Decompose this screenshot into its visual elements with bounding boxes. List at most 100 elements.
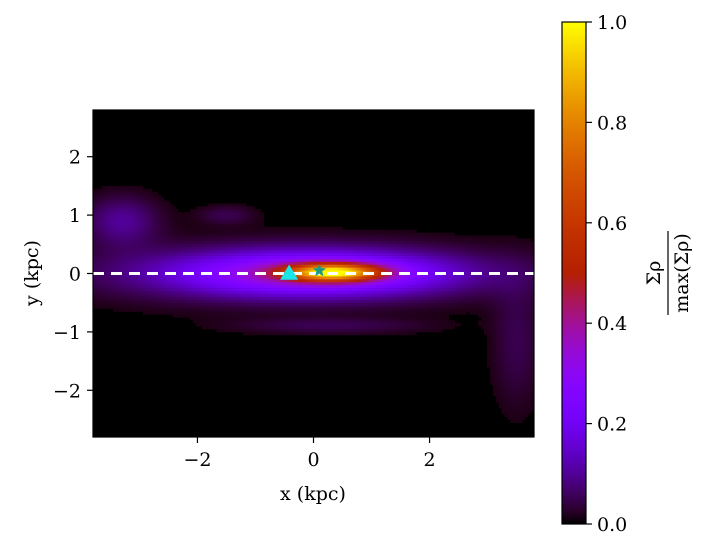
heatmap-cell: [154, 293, 159, 298]
heatmap-cell: [272, 267, 276, 271]
heatmap-cell: [445, 276, 450, 280]
heatmap-cell: [431, 285, 435, 289]
heatmap-cell: [360, 253, 364, 257]
heatmap-cell: [192, 279, 197, 283]
heatmap-cell: [360, 244, 364, 248]
heatmap-cell: [231, 264, 235, 269]
heatmap-cell: [98, 258, 103, 263]
heatmap-cell: [439, 273, 444, 277]
heatmap-cell: [101, 244, 106, 248]
heatmap-cell: [134, 232, 138, 236]
heatmap-cell: [187, 276, 191, 280]
heatmap-cell: [163, 218, 167, 222]
heatmap-cell: [187, 253, 191, 257]
heatmap-cell: [516, 273, 520, 277]
heatmap-cell: [478, 288, 482, 292]
heatmap-cell: [254, 293, 259, 298]
heatmap-cell: [204, 302, 209, 307]
heatmap-cell: [304, 241, 309, 245]
heatmap-cell: [372, 299, 376, 304]
heatmap-cell: [392, 302, 397, 307]
heatmap-cell: [245, 241, 250, 245]
heatmap-cell: [363, 255, 367, 260]
heatmap-cell: [151, 235, 156, 239]
heatmap-cell: [93, 188, 97, 193]
heatmap-cell: [201, 314, 206, 318]
heatmap-cell: [501, 258, 505, 263]
heatmap-cell: [436, 288, 441, 292]
heatmap-cell: [140, 247, 144, 251]
heatmap-cell: [134, 206, 138, 210]
heatmap-cell: [401, 311, 406, 315]
heatmap-cell: [131, 191, 135, 196]
heatmap-cell: [257, 258, 261, 263]
heatmap-cell: [263, 247, 267, 251]
heatmap-cell: [237, 255, 241, 260]
heatmap-cell: [284, 288, 288, 292]
heatmap-cell: [192, 296, 197, 301]
heatmap-cell: [357, 247, 361, 251]
heatmap-cell: [345, 261, 350, 266]
heatmap-cell: [360, 311, 364, 315]
heatmap-cell: [219, 276, 223, 280]
heatmap-cell: [163, 229, 167, 234]
heatmap-cell: [439, 247, 444, 251]
heatmap-cell: [257, 250, 261, 254]
heatmap-cell: [492, 308, 497, 312]
heatmap-cell: [201, 241, 206, 245]
heatmap-cell: [407, 291, 411, 295]
heatmap-cell: [331, 288, 335, 292]
heatmap-cell: [363, 291, 367, 295]
heatmap-cell: [316, 311, 320, 315]
heatmap-cell: [98, 282, 103, 286]
heatmap-cell: [104, 235, 109, 239]
heatmap-cell: [328, 244, 332, 248]
heatmap-cell: [204, 226, 209, 231]
heatmap-cell: [140, 238, 144, 242]
heatmap-cell: [357, 299, 361, 304]
heatmap-cell: [501, 238, 505, 242]
heatmap-cell: [128, 282, 132, 286]
heatmap-cell: [292, 291, 297, 295]
heatmap-cell: [404, 235, 408, 239]
heatmap-cell: [148, 191, 153, 196]
heatmap-cell: [484, 270, 488, 274]
heatmap-cell: [278, 261, 282, 266]
heatmap-cell: [219, 250, 223, 254]
heatmap-cell: [231, 279, 235, 283]
heatmap-cell: [378, 264, 382, 269]
heatmap-cell: [125, 273, 129, 277]
heatmap-cell: [345, 288, 350, 292]
heatmap-cell: [434, 282, 438, 286]
heatmap-cell: [466, 276, 470, 280]
heatmap-cell: [284, 308, 288, 312]
heatmap-cell: [425, 241, 429, 245]
heatmap-cell: [257, 218, 261, 222]
heatmap-cell: [204, 305, 209, 309]
heatmap-cell: [439, 291, 444, 295]
heatmap-cell: [169, 255, 173, 260]
heatmap-cell: [463, 308, 467, 312]
heatmap-cell: [507, 258, 511, 263]
heatmap-cell: [316, 247, 320, 251]
heatmap-cell: [328, 267, 332, 271]
heatmap-cell: [348, 238, 353, 242]
heatmap-cell: [375, 270, 379, 274]
heatmap-cell: [351, 293, 356, 298]
heatmap-cell: [142, 220, 147, 225]
heatmap-cell: [507, 247, 511, 251]
heatmap-cell: [181, 282, 185, 286]
heatmap-cell: [181, 270, 185, 274]
heatmap-cell: [272, 264, 276, 269]
heatmap-cell: [245, 229, 250, 234]
heatmap-cell: [125, 276, 129, 280]
heatmap-cell: [210, 206, 214, 210]
heatmap-cell: [145, 299, 150, 304]
heatmap-cell: [481, 247, 485, 251]
heatmap-cell: [366, 296, 370, 301]
heatmap-cell: [101, 229, 106, 234]
heatmap-cell: [113, 212, 117, 216]
heatmap-cell: [93, 191, 97, 196]
heatmap-cell: [148, 267, 153, 271]
heatmap-cell: [304, 273, 309, 277]
